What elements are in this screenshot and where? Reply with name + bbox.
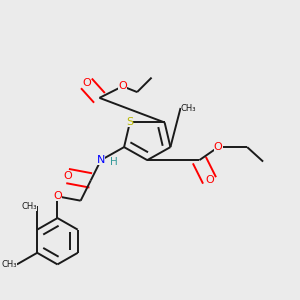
Text: H: H [110,157,118,166]
Text: CH₃: CH₃ [181,103,196,112]
Text: O: O [214,142,223,152]
Text: N: N [97,155,105,165]
Text: O: O [82,78,91,88]
Text: CH₃: CH₃ [2,260,17,269]
Text: O: O [63,171,72,181]
Text: O: O [205,176,214,185]
Text: S: S [126,118,134,128]
Text: O: O [118,81,127,91]
Text: CH₃: CH₃ [22,202,37,211]
Text: O: O [53,191,62,201]
